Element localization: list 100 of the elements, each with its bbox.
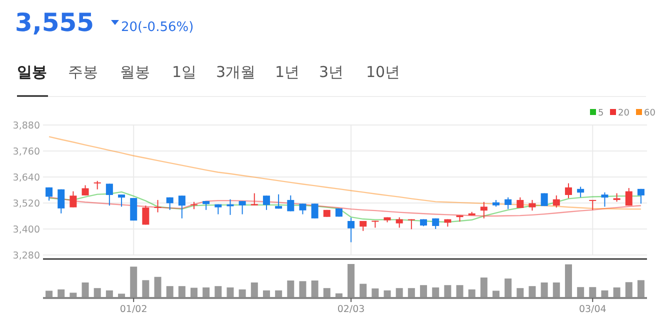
bar	[372, 288, 379, 297]
bar	[468, 289, 476, 297]
bar	[214, 286, 222, 297]
candlestick	[106, 183, 113, 206]
candlestick	[516, 196, 524, 208]
candlestick	[262, 195, 270, 210]
bar	[480, 278, 488, 297]
bar	[360, 284, 367, 297]
chart-subtitle: 20(-0.56%)	[121, 20, 194, 35]
bar	[348, 264, 355, 297]
bar	[275, 290, 282, 297]
candlestick	[637, 188, 644, 204]
bar	[190, 288, 198, 297]
bar	[118, 294, 126, 297]
candlestick	[46, 186, 53, 202]
bar	[601, 290, 608, 297]
bar	[70, 292, 77, 297]
bar	[250, 282, 258, 297]
bar	[287, 280, 294, 297]
bar	[552, 282, 560, 297]
candlestick	[625, 188, 632, 206]
bar	[625, 282, 632, 297]
candlestick	[142, 205, 150, 226]
bar	[504, 278, 512, 297]
bar	[238, 289, 246, 297]
text: 월봉	[120, 63, 150, 81]
text: 3개월	[216, 63, 256, 81]
candlestick	[275, 194, 282, 210]
text: 3년	[319, 63, 344, 81]
bar	[142, 280, 150, 297]
candlestick	[601, 192, 608, 208]
candlestick	[564, 182, 572, 199]
y-tick-label: 3,400	[12, 224, 40, 236]
candlestick	[552, 194, 560, 208]
bar	[166, 286, 174, 297]
text: 10년	[366, 63, 400, 81]
bar	[444, 285, 452, 297]
bar	[637, 280, 644, 297]
text: 일봉	[17, 63, 47, 81]
y-tick-label: 3,280	[12, 250, 40, 262]
candlestick	[178, 195, 186, 219]
y-tick-label: 3,640	[12, 172, 40, 184]
candlestick	[311, 203, 318, 219]
candlestick	[70, 190, 77, 208]
bar	[262, 290, 270, 297]
bar	[46, 290, 53, 297]
bar	[299, 281, 306, 297]
bar	[564, 264, 572, 297]
bar	[202, 287, 210, 297]
candlestick	[166, 196, 174, 210]
bar	[311, 280, 318, 297]
bar	[82, 282, 89, 297]
x-tick-label: 01/02	[120, 304, 148, 315]
bar	[226, 287, 234, 297]
candlestick	[238, 200, 246, 215]
bar	[335, 293, 342, 297]
candlestick	[480, 201, 488, 219]
candlestick	[82, 184, 89, 196]
bar	[516, 288, 524, 297]
legend-label: 60	[644, 108, 656, 118]
candlestick	[504, 196, 512, 210]
bar	[130, 266, 138, 297]
candlestick	[118, 194, 126, 208]
bar	[492, 290, 500, 297]
bar	[396, 288, 403, 297]
bar	[613, 287, 620, 297]
bar	[420, 285, 428, 297]
bar	[106, 290, 113, 297]
bar	[58, 289, 65, 297]
chart-title: 3,555	[15, 8, 94, 37]
candlestick	[250, 192, 258, 206]
text: 1일	[172, 63, 197, 81]
bar	[323, 288, 330, 297]
bar	[178, 286, 186, 297]
candlestick	[287, 194, 294, 212]
candlestick	[528, 199, 536, 212]
bar	[432, 287, 440, 297]
bar	[154, 276, 162, 297]
candlestick	[396, 216, 403, 228]
legend-label: 5	[598, 108, 604, 118]
bar	[540, 282, 548, 297]
candlestick	[577, 186, 584, 198]
y-tick-label: 3,760	[12, 146, 40, 158]
candlestick	[226, 198, 234, 216]
bar	[384, 290, 391, 297]
y-tick-label: 3,880	[12, 120, 40, 132]
text: 주봉	[68, 63, 98, 81]
legend-label: 20	[618, 108, 630, 118]
candlestick	[58, 188, 65, 214]
candlestick	[299, 203, 306, 215]
candlestick	[130, 198, 138, 222]
candlestick	[589, 199, 596, 210]
y-tick-label: 3,520	[12, 198, 40, 210]
candlestick	[154, 199, 162, 213]
text: 1년	[275, 63, 300, 81]
bar	[408, 288, 415, 297]
bar	[456, 285, 464, 297]
candlestick	[408, 218, 415, 230]
bar	[577, 287, 584, 297]
bar	[528, 286, 536, 297]
